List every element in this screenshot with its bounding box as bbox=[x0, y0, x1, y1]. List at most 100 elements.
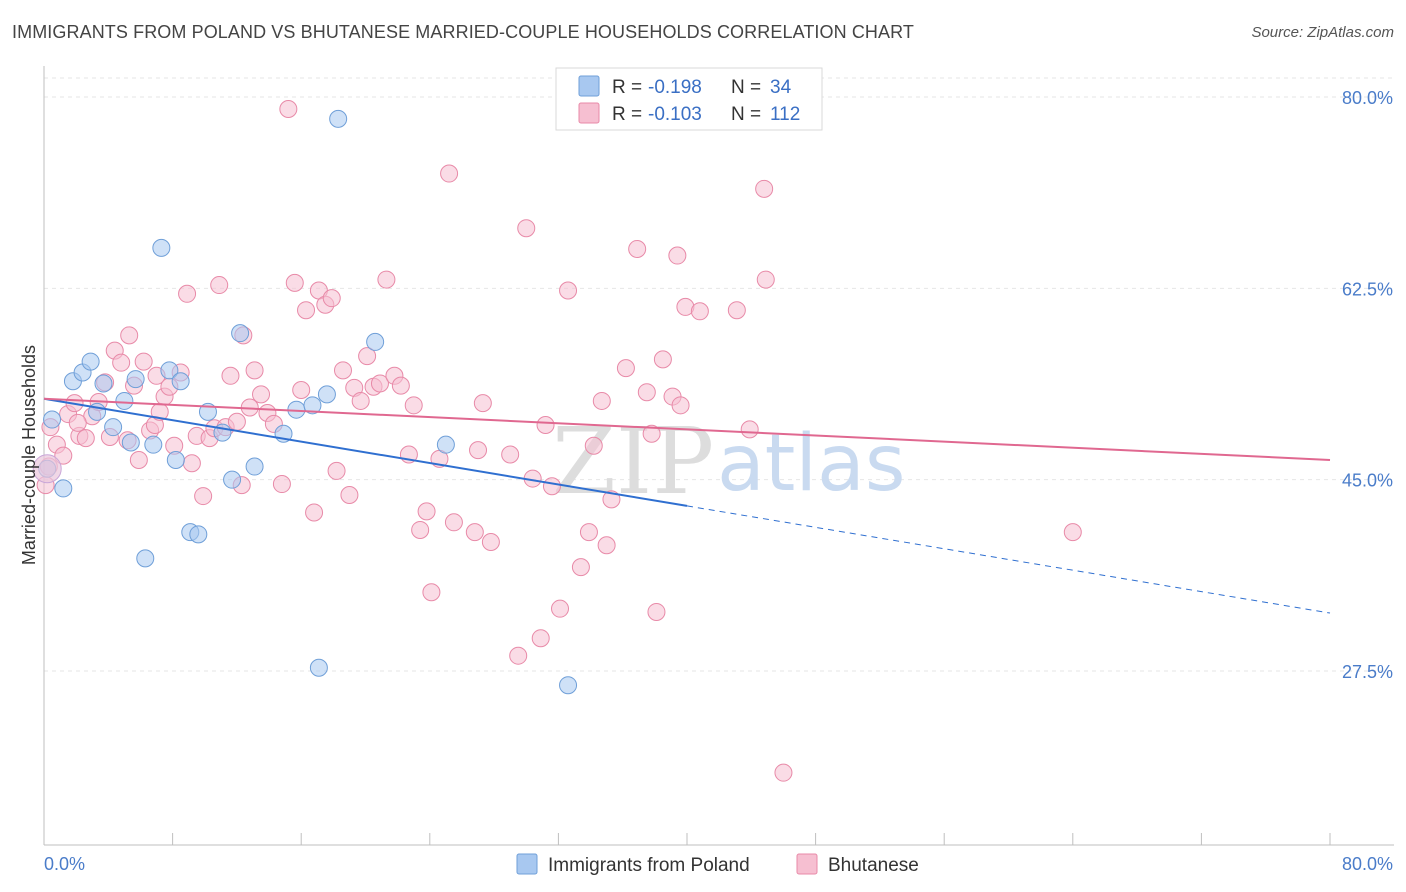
legend-r-label-bhutanese: R = bbox=[612, 104, 642, 125]
point-bhutanese bbox=[178, 284, 197, 303]
y-tick-label: 45.0% bbox=[1342, 471, 1393, 491]
legend-r-value-bhutanese: -0.103 bbox=[648, 104, 702, 125]
point-bhutanese bbox=[112, 353, 131, 372]
point-bhutanese bbox=[597, 536, 616, 555]
point-bhutanese bbox=[297, 301, 316, 320]
chart-title: IMMIGRANTS FROM POLAND VS BHUTANESE MARR… bbox=[12, 22, 915, 42]
point-bhutanese bbox=[272, 475, 291, 494]
point-poland bbox=[121, 433, 140, 452]
point-bhutanese bbox=[245, 361, 264, 380]
point-bhutanese bbox=[637, 383, 656, 402]
point-bhutanese bbox=[322, 289, 341, 308]
point-poland bbox=[231, 324, 250, 343]
point-poland bbox=[166, 450, 185, 469]
point-cluster bbox=[32, 454, 62, 484]
x-tick-label-min: 0.0% bbox=[44, 854, 85, 874]
point-bhutanese bbox=[517, 219, 536, 238]
point-bhutanese bbox=[671, 396, 690, 415]
point-poland bbox=[144, 435, 163, 454]
y-tick-label: 62.5% bbox=[1342, 279, 1393, 299]
point-bhutanese bbox=[333, 361, 352, 380]
point-bhutanese bbox=[422, 583, 441, 602]
point-bhutanese bbox=[54, 446, 73, 465]
point-bhutanese bbox=[509, 646, 528, 665]
point-bhutanese bbox=[571, 558, 590, 577]
point-bhutanese bbox=[592, 391, 611, 410]
point-poland bbox=[126, 370, 145, 389]
point-bhutanese bbox=[340, 485, 359, 504]
point-bhutanese bbox=[404, 396, 423, 415]
point-bhutanese bbox=[285, 273, 304, 292]
point-bhutanese bbox=[465, 523, 484, 542]
legend-n-label-poland: N = bbox=[731, 77, 761, 98]
point-poland bbox=[136, 549, 155, 568]
point-bhutanese bbox=[182, 454, 201, 473]
point-bhutanese bbox=[584, 436, 603, 455]
bottom-legend-swatch-poland bbox=[516, 853, 538, 875]
point-bhutanese bbox=[469, 441, 488, 460]
legend-r-value-poland: -0.198 bbox=[648, 77, 702, 98]
series-poland-points bbox=[32, 109, 578, 695]
y-axis-label: Married-couple Households bbox=[19, 345, 39, 565]
point-bhutanese bbox=[1063, 523, 1082, 542]
point-bhutanese bbox=[653, 350, 672, 369]
point-bhutanese bbox=[129, 450, 148, 469]
point-poland bbox=[189, 525, 208, 544]
trend-lines bbox=[43, 397, 1331, 614]
point-bhutanese bbox=[642, 424, 661, 443]
point-bhutanese bbox=[616, 359, 635, 378]
bottom-legend-swatch-bhutanese bbox=[796, 853, 818, 875]
point-poland bbox=[436, 435, 455, 454]
point-bhutanese bbox=[227, 412, 246, 431]
point-bhutanese bbox=[221, 366, 240, 385]
point-bhutanese bbox=[473, 394, 492, 413]
point-bhutanese bbox=[542, 477, 561, 496]
trend-line-bhutanese bbox=[43, 397, 1331, 461]
point-poland bbox=[152, 238, 171, 257]
point-poland bbox=[329, 109, 348, 128]
bottom-legend: Immigrants from Poland Bhutanese bbox=[516, 853, 919, 876]
point-bhutanese bbox=[628, 239, 647, 258]
point-poland bbox=[81, 352, 100, 371]
point-bhutanese bbox=[68, 413, 87, 432]
point-poland bbox=[303, 396, 322, 415]
legend-box: R = -0.198 N = 34 R = -0.103 N = 112 bbox=[555, 67, 823, 131]
point-poland bbox=[115, 391, 134, 410]
legend-n-value-bhutanese: 112 bbox=[770, 104, 800, 125]
x-tick-label-max: 80.0% bbox=[1342, 854, 1393, 874]
trend-line-poland bbox=[43, 397, 688, 507]
point-bhutanese bbox=[668, 246, 687, 265]
point-bhutanese bbox=[327, 461, 346, 480]
point-bhutanese bbox=[774, 763, 793, 782]
point-bhutanese bbox=[391, 376, 410, 395]
point-bhutanese bbox=[210, 276, 229, 295]
legend-n-label-bhutanese: N = bbox=[731, 104, 761, 125]
point-poland bbox=[94, 374, 113, 393]
point-bhutanese bbox=[292, 381, 311, 400]
point-bhutanese bbox=[76, 429, 95, 448]
point-bhutanese bbox=[602, 490, 621, 509]
point-bhutanese bbox=[444, 513, 463, 532]
point-bhutanese bbox=[481, 532, 500, 551]
legend-swatch-poland bbox=[578, 75, 600, 97]
point-bhutanese bbox=[194, 487, 213, 506]
point-bhutanese bbox=[501, 445, 520, 464]
y-tick-label: 80.0% bbox=[1342, 88, 1393, 108]
point-bhutanese bbox=[690, 302, 709, 321]
point-bhutanese bbox=[134, 352, 153, 371]
point-bhutanese bbox=[411, 520, 430, 539]
point-bhutanese bbox=[351, 391, 370, 410]
point-bhutanese bbox=[755, 179, 774, 198]
point-bhutanese bbox=[740, 420, 759, 439]
point-bhutanese bbox=[647, 602, 666, 621]
point-poland bbox=[309, 658, 328, 677]
point-poland bbox=[104, 418, 123, 437]
point-poland bbox=[54, 479, 73, 498]
bottom-legend-label-poland: Immigrants from Poland bbox=[548, 855, 750, 876]
point-bhutanese bbox=[756, 270, 775, 289]
chart-source: Source: ZipAtlas.com bbox=[1251, 24, 1394, 41]
point-bhutanese bbox=[370, 374, 389, 393]
y-axis-tick-labels: 27.5% 45.0% 62.5% 80.0% bbox=[1342, 88, 1393, 682]
point-bhutanese bbox=[579, 523, 598, 542]
